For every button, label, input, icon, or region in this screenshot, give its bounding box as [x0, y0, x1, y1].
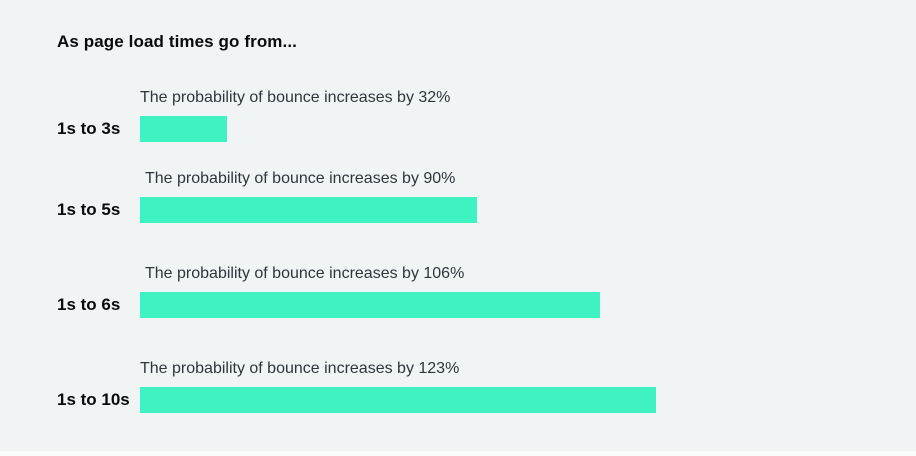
chart-row: The probability of bounce increases by 1…: [57, 359, 916, 413]
bar: [140, 116, 227, 142]
chart-row: The probability of bounce increases by 1…: [57, 264, 916, 318]
bar-category-label: 1s to 3s: [57, 119, 121, 138]
chart-title: As page load times go from...: [57, 32, 297, 51]
bar-caption: The probability of bounce increases by 1…: [145, 265, 465, 282]
bar-category-label: 1s to 10s: [57, 390, 130, 409]
bar-caption: The probability of bounce increases by 1…: [140, 360, 460, 377]
bar-line: 1s to 3s: [57, 116, 916, 142]
bar-line: 1s to 5s: [57, 197, 916, 223]
chart-row: The probability of bounce increases by 3…: [57, 88, 916, 142]
bar-category-label: 1s to 6s: [57, 295, 121, 314]
bottom-edge-strip: [0, 451, 916, 456]
bar-line: 1s to 6s: [57, 292, 916, 318]
bar-category-label: 1s to 5s: [57, 200, 121, 219]
bar: [140, 292, 600, 318]
bar: [140, 387, 656, 413]
bar-caption: The probability of bounce increases by 3…: [140, 89, 451, 106]
chart-row: The probability of bounce increases by 9…: [57, 169, 916, 223]
bar-caption: The probability of bounce increases by 9…: [145, 170, 456, 187]
bar-line: 1s to 10s: [57, 387, 916, 413]
bar: [140, 197, 477, 223]
